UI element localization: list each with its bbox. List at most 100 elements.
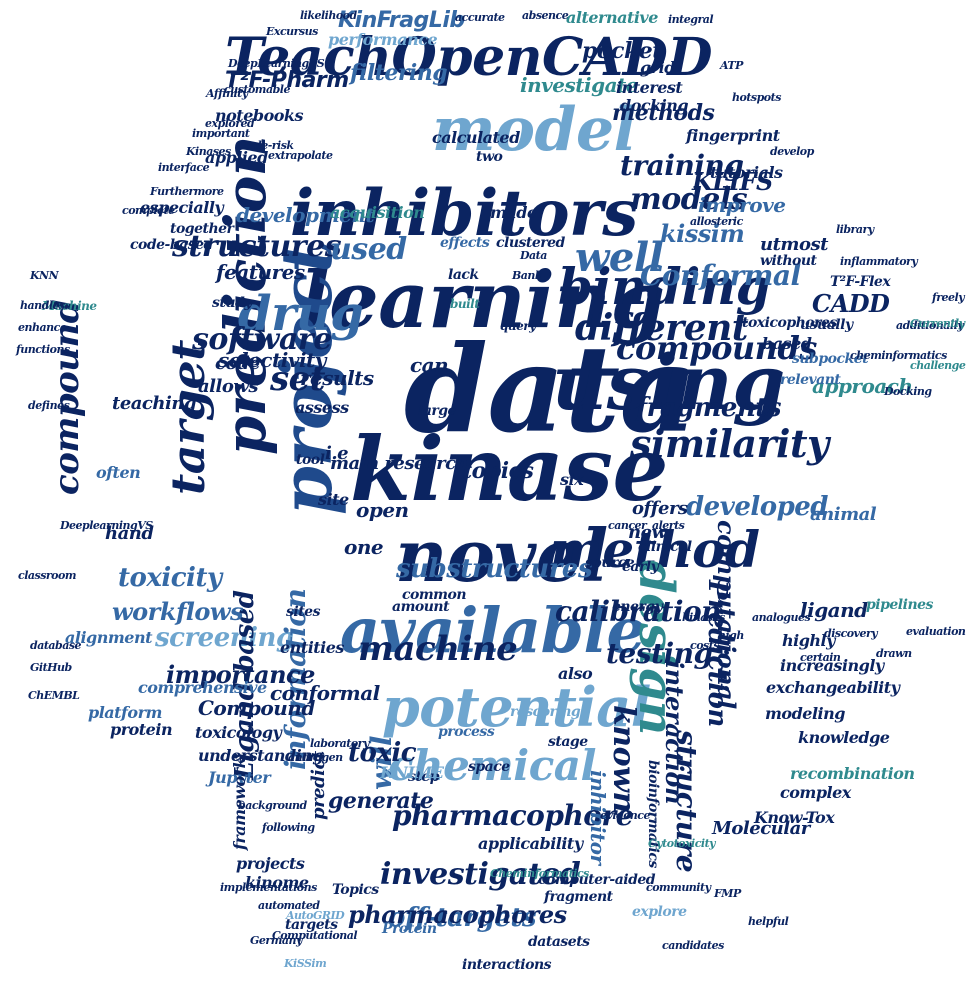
- word-pharmacophores: pharmacophores: [348, 900, 567, 929]
- word-deeplearningvs: DeeplearningVS: [60, 519, 153, 532]
- word-fingerprint: fingerprint: [686, 126, 780, 145]
- word-de-risk: de-risk: [254, 139, 294, 152]
- word-topics: topics: [462, 458, 534, 484]
- word-evaluation: evaluation: [906, 625, 966, 638]
- word-chemical: chemical: [388, 741, 596, 790]
- word-applied: applied: [205, 148, 268, 167]
- word-toxicity: toxicity: [118, 563, 222, 593]
- word-topics: Topics: [332, 882, 379, 898]
- word-data: Data: [520, 249, 547, 262]
- word-allows: allows: [198, 376, 258, 397]
- word-understanding: understanding: [198, 746, 324, 765]
- word-usually: usually: [800, 317, 853, 333]
- word-six: six: [560, 470, 584, 489]
- word-cytotoxicity: Cytotoxicity: [648, 837, 716, 850]
- word-code-based: code-based: [130, 237, 213, 253]
- word-kissim: kissim: [660, 219, 745, 248]
- word-laboratory: laboratory: [310, 737, 369, 750]
- word-kinases: Kinases: [186, 145, 231, 158]
- word-tool: tool: [296, 452, 325, 468]
- word-testing: testing: [606, 637, 713, 670]
- word-extrapolate: extrapolate: [268, 149, 333, 162]
- word-workflows: workflows: [112, 597, 244, 626]
- word-selectivity: selectivity: [218, 348, 326, 372]
- word-can: can: [410, 353, 449, 377]
- word-exchangeability: exchangeability: [766, 678, 900, 697]
- word-pocket: pocket: [582, 38, 662, 64]
- word-machine: machine: [358, 629, 518, 669]
- word-freely: freely: [932, 291, 965, 304]
- word-importance: importance: [166, 660, 315, 689]
- word-toxicology: toxicology: [195, 723, 282, 742]
- word-especially: especially: [140, 198, 224, 217]
- word-fragments: fragments: [636, 393, 782, 423]
- word-development: development: [236, 203, 375, 227]
- word-without: without: [760, 253, 817, 269]
- word-github: GitHub: [30, 661, 72, 674]
- word-important: important: [192, 127, 250, 140]
- word-inhibitors: inhibitors: [290, 176, 638, 251]
- word-developed: developed: [686, 492, 829, 522]
- word-affinity: Affinity: [206, 87, 248, 100]
- word-sites: sites: [286, 604, 320, 620]
- word-highly: highly: [782, 631, 835, 650]
- word-toxicophores: toxicophores: [742, 315, 837, 331]
- word-acquisition: acquisition: [330, 203, 425, 222]
- word-one: one: [344, 535, 384, 559]
- word-calibration: calibration: [555, 595, 722, 628]
- word-chembl: ChEMBL: [28, 689, 80, 702]
- word-main-research: main research: [330, 453, 469, 474]
- word-integral: integral: [668, 13, 714, 26]
- word-computer-aided: computer-aided: [538, 872, 656, 888]
- word-common: common: [402, 587, 467, 603]
- word-cheminformatics: cheminformatics: [850, 349, 947, 362]
- word-kinfraglib: KinFragLib: [338, 8, 465, 33]
- word-code: code: [215, 353, 261, 374]
- word-fragment: fragment: [544, 889, 613, 905]
- word-binding: binding: [558, 257, 771, 316]
- word-classroom: classroom: [18, 569, 77, 582]
- word-drug: drug: [238, 286, 364, 342]
- word-explore: explore: [632, 904, 687, 920]
- word-entities: entities: [280, 638, 344, 657]
- word-site: site: [318, 490, 349, 509]
- word-substructures: substructures: [396, 554, 593, 584]
- word-deeplearningvs: DeepLearningVS: [228, 57, 325, 70]
- word-handles: handles: [20, 299, 65, 312]
- word-functions: functions: [16, 343, 70, 356]
- word-method: method: [550, 520, 760, 579]
- word-interactions: interactions: [462, 957, 552, 973]
- word-cadd: CADD: [812, 289, 890, 318]
- word-bank: Bank: [512, 269, 543, 282]
- word-set: set: [270, 359, 325, 399]
- word-built: built: [450, 297, 480, 311]
- word-alternative: alternative: [566, 8, 658, 27]
- word-interface: interface: [158, 161, 210, 174]
- word-molecular: Molecular: [712, 818, 810, 839]
- word-certain: certain: [800, 651, 841, 664]
- word-library: library: [836, 223, 874, 236]
- word-protein: protein: [110, 720, 173, 739]
- word-kinase: kinase: [350, 417, 668, 521]
- word-subpocket: subpocket: [792, 351, 869, 367]
- word-cancer: cancer: [608, 519, 647, 532]
- word-similarity: similarity: [630, 421, 829, 466]
- word-fmp: FMP: [714, 887, 741, 900]
- word-allosteric: allosteric: [690, 215, 743, 228]
- word-amount: amount: [392, 599, 450, 615]
- word-protein: Protein: [382, 921, 437, 937]
- word-candidates: candidates: [662, 939, 724, 952]
- word-analogues: analogues: [752, 611, 811, 624]
- word-stage: stage: [548, 734, 588, 750]
- word-teaching: teaching: [112, 393, 197, 414]
- word-jupyter: Jupyter: [208, 768, 271, 787]
- word-costs: costs: [690, 639, 720, 652]
- word-available: available: [340, 594, 646, 667]
- word-database: database: [30, 639, 82, 652]
- word-animal: animal: [810, 504, 877, 525]
- word-conformal: Conformal: [640, 259, 801, 292]
- word-toxic: toxic: [348, 738, 417, 768]
- word-docking: docking: [620, 96, 689, 115]
- word-explored: explored: [205, 117, 255, 130]
